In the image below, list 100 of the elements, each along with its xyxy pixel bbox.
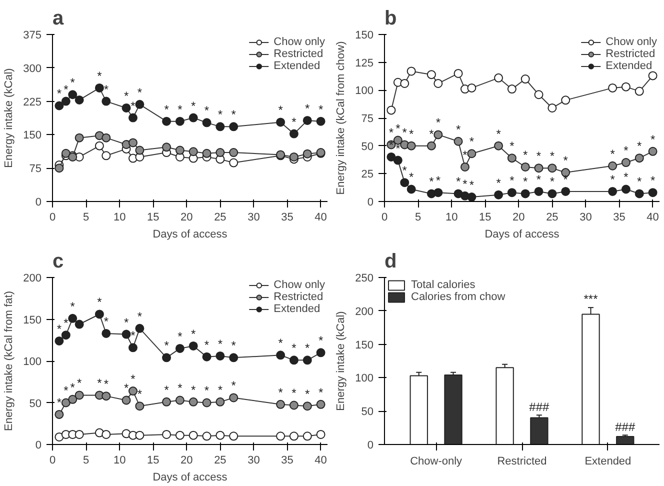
y-tick-label: 150: [355, 30, 374, 42]
data-label: *: [436, 174, 441, 188]
x-tick-label: 25: [214, 212, 226, 224]
x-tick-label: 10: [113, 454, 126, 466]
y-tick-label: 225: [23, 96, 42, 108]
data-label: *: [70, 76, 76, 90]
data-label: *: [231, 378, 236, 393]
y-tick-label: 0: [35, 196, 42, 208]
x-tick-label: 20: [180, 212, 193, 224]
chart-title: c: [52, 250, 64, 272]
x-tick-label: 40: [314, 212, 327, 224]
data-label: *: [70, 299, 76, 314]
legend-label: Chow only: [274, 36, 325, 48]
data-label: *: [164, 382, 170, 397]
data-label: *: [97, 295, 102, 310]
data-label: *: [204, 338, 210, 352]
data-label: *: [550, 149, 555, 164]
data-label: *: [610, 146, 616, 161]
data-label: *: [650, 132, 656, 146]
data-label: *: [124, 381, 129, 396]
legend-label: Calories from chow: [411, 291, 506, 303]
x-tick-label: 5: [82, 212, 90, 224]
y-tick-label: 75: [361, 113, 374, 125]
y-tick-label: 100: [355, 372, 374, 385]
x-tick-label: 35: [281, 212, 294, 224]
data-label: *: [104, 82, 109, 96]
data-label: *: [191, 382, 196, 397]
x-tick-label: 5: [414, 212, 422, 224]
data-label: *: [563, 154, 568, 168]
data-label: *: [178, 381, 183, 396]
x-tick-label: 10: [113, 212, 126, 224]
data-label: *: [104, 314, 109, 328]
x-tick-label: 0: [381, 212, 388, 224]
y-tick-label: 0: [367, 196, 374, 208]
x-tick-label: 25: [546, 212, 558, 224]
x-tick-label: 30: [580, 212, 592, 224]
y-tick-label: 75: [29, 163, 42, 176]
x-tick-label: 40: [314, 454, 327, 466]
data-label: *: [191, 326, 196, 341]
data-label: *: [292, 114, 297, 129]
data-label: *: [204, 384, 210, 398]
data-label: *: [64, 82, 69, 96]
data-label: *: [637, 139, 642, 154]
data-label: *: [124, 88, 129, 103]
data-label: *: [292, 386, 297, 400]
data-label: *: [436, 116, 441, 130]
y-tick-label: 250: [355, 272, 374, 284]
data-label: *: [204, 104, 210, 118]
legend-label: Chow only: [606, 36, 657, 48]
y-tick-label: 200: [355, 306, 374, 318]
y-axis-title: Energy intake (kCal): [3, 68, 16, 168]
data-label: *: [231, 108, 236, 122]
data-label: *: [650, 174, 656, 188]
legend-label: Extended: [274, 60, 320, 72]
x-tick-label: 10: [445, 212, 458, 224]
data-label: *: [97, 68, 102, 83]
x-tick-label: 5: [82, 454, 90, 466]
data-label: *: [56, 395, 62, 410]
data-label: *: [624, 144, 629, 158]
data-label: *: [130, 328, 136, 343]
y-tick-label: 25: [361, 168, 374, 181]
data-label: *: [396, 121, 401, 136]
x-tick-label: 30: [248, 212, 260, 224]
y-tick-label: 150: [23, 130, 42, 142]
y-axis-title: Energy intake (kCal from chow): [335, 41, 348, 195]
data-label: *: [510, 139, 515, 154]
data-label: *: [496, 126, 502, 141]
x-axis-title: Days of access: [152, 228, 228, 240]
data-label: *: [178, 102, 183, 116]
y-tick-label: 300: [23, 62, 42, 75]
data-label: *: [218, 336, 223, 351]
x-tick-label: Restricted: [497, 456, 547, 468]
data-label: *: [462, 176, 468, 191]
data-label: *: [469, 134, 474, 149]
legend-label: Restricted: [274, 291, 324, 303]
y-tick-label: 50: [361, 406, 374, 418]
x-tick-label: 0: [49, 212, 56, 224]
legend-label: Restricted: [606, 48, 656, 60]
data-label: *: [510, 174, 515, 188]
y-tick-label: 375: [23, 30, 42, 42]
data-label: *: [429, 126, 434, 141]
data-label: *: [218, 382, 223, 397]
y-tick-label: 150: [23, 314, 42, 326]
data-label: ###: [529, 400, 550, 414]
data-label: *: [318, 385, 324, 400]
data-label: *: [137, 387, 142, 402]
data-label: *: [536, 149, 542, 164]
data-label: *: [178, 329, 183, 344]
data-label: *: [278, 385, 284, 400]
y-tick-label: 150: [355, 339, 374, 352]
chart-title: d: [384, 250, 397, 272]
data-label: *: [64, 384, 69, 398]
y-tick-label: 50: [29, 398, 42, 410]
data-label: *: [396, 141, 401, 156]
data-label: *: [231, 338, 236, 353]
x-tick-label: Extended: [584, 456, 632, 468]
data-label: *: [137, 309, 142, 324]
x-tick-label: 0: [49, 454, 56, 466]
data-label: *: [305, 387, 310, 402]
data-label: *: [318, 334, 324, 348]
